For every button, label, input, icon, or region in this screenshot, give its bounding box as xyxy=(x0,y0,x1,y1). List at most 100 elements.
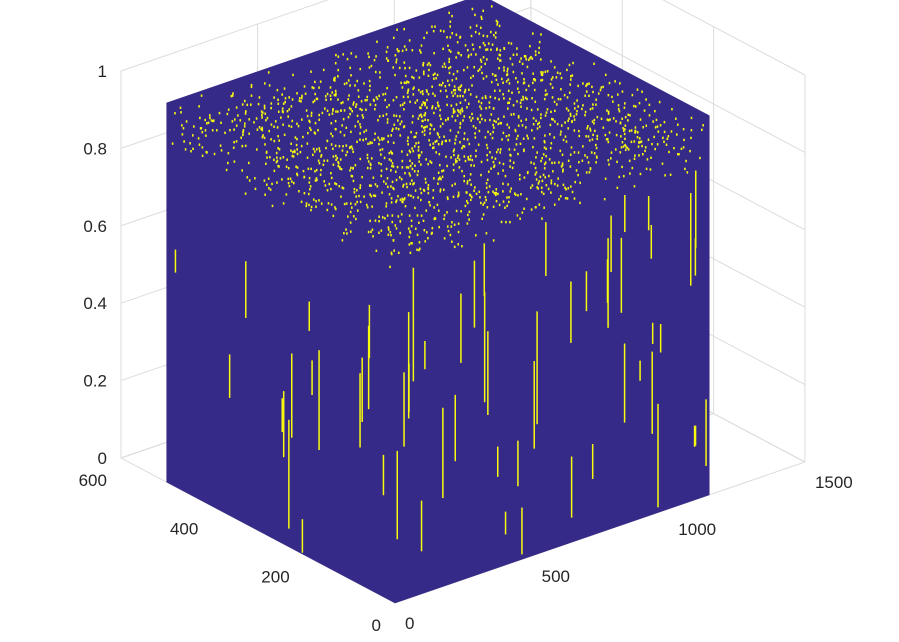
surface-peak xyxy=(273,96,275,99)
surface-peak xyxy=(382,114,385,118)
surface-peak xyxy=(261,116,263,119)
surface-peak xyxy=(408,214,411,217)
surface-peak xyxy=(447,117,449,120)
surface-peak xyxy=(633,185,636,188)
x-tick-label: 1000 xyxy=(678,520,716,539)
surface-peak xyxy=(532,123,535,126)
surface-peak xyxy=(278,148,281,151)
surface-peak xyxy=(407,193,410,197)
surface-peak xyxy=(412,196,415,199)
surface-peak xyxy=(294,136,297,139)
surface-peak xyxy=(237,114,239,117)
surface-peak xyxy=(428,61,430,65)
surface-peak xyxy=(386,46,389,49)
surface-peak xyxy=(626,146,629,150)
surface-peak xyxy=(550,60,552,63)
surface-peak xyxy=(291,119,294,123)
surface-peak xyxy=(390,134,392,137)
surface-peak xyxy=(593,62,595,66)
surface-peak xyxy=(622,126,624,130)
surface-peak xyxy=(364,99,367,102)
surface-peak xyxy=(439,89,442,93)
surface-peak xyxy=(437,178,440,181)
surface-peak xyxy=(608,131,611,134)
surface-peak xyxy=(394,73,396,77)
surface-peak xyxy=(263,104,266,108)
surface-peak xyxy=(261,113,263,117)
surface-peak xyxy=(245,110,247,113)
surface-peak xyxy=(373,107,376,111)
surface-peak xyxy=(395,114,398,118)
surface-peak xyxy=(285,165,288,168)
surface-peak xyxy=(427,187,430,191)
surface-peak xyxy=(448,57,451,61)
surface-peak xyxy=(463,145,466,148)
surface-peak xyxy=(493,192,496,195)
surface-peak xyxy=(474,13,476,17)
surface-peak xyxy=(436,139,438,143)
surface-peak xyxy=(421,90,424,93)
surface-peak xyxy=(513,192,516,195)
surface-peak xyxy=(407,227,410,230)
surface-peak xyxy=(411,179,413,182)
surface-peak xyxy=(511,166,514,170)
surface-peak xyxy=(358,194,360,198)
surface-peak xyxy=(331,112,334,115)
surface-peak xyxy=(292,73,294,77)
surface-peak xyxy=(518,60,521,63)
surface-peak xyxy=(604,133,607,137)
surface-peak xyxy=(341,149,344,152)
y-tick-label: 400 xyxy=(170,519,198,538)
surface-peak xyxy=(494,36,497,39)
surface-peak xyxy=(295,143,298,147)
surface-peak xyxy=(333,93,336,97)
surface-peak xyxy=(357,89,360,92)
surface-peak xyxy=(432,142,435,145)
surface-peak xyxy=(654,147,656,151)
surface-peak xyxy=(296,172,298,175)
surface-peak xyxy=(384,98,386,102)
surface-peak xyxy=(413,135,416,139)
surface-peak xyxy=(368,66,371,69)
surface-peak xyxy=(495,19,498,23)
surface-peak xyxy=(611,95,613,99)
surface-peak xyxy=(552,118,554,121)
surface-peak xyxy=(607,140,610,144)
surface-peak xyxy=(310,128,312,132)
surface-peak xyxy=(529,56,531,60)
surface-peak xyxy=(403,108,405,111)
surface-peak xyxy=(585,84,587,88)
surface-peak xyxy=(434,107,437,110)
surface-peak xyxy=(586,156,589,159)
surface-peak xyxy=(381,138,384,141)
surface-peak xyxy=(357,120,359,123)
surface-peak xyxy=(418,76,421,79)
surface-peak xyxy=(452,163,455,166)
surface-peak xyxy=(429,132,431,135)
surface-peak xyxy=(644,146,647,149)
surface-peak xyxy=(600,86,603,89)
surface-peak xyxy=(567,119,569,123)
surface-peak xyxy=(486,146,489,150)
surface-peak xyxy=(403,27,405,31)
surface-peak xyxy=(540,113,542,116)
surface-peak xyxy=(542,192,545,196)
surface-peak xyxy=(430,124,433,127)
surface-peak xyxy=(268,187,270,190)
surface-peak xyxy=(604,177,607,180)
surface-peak xyxy=(569,114,572,117)
surface-peak xyxy=(492,160,495,164)
surface-peak xyxy=(475,95,478,99)
surface-peak xyxy=(372,235,374,238)
surface-peak xyxy=(184,148,187,151)
surface-peak xyxy=(451,221,453,224)
surface-peak xyxy=(464,44,467,47)
surface-peak xyxy=(404,67,406,70)
surface-peak xyxy=(448,67,450,70)
surface-peak xyxy=(402,185,404,188)
surface-peak xyxy=(677,123,679,126)
surface-peak xyxy=(436,203,439,207)
surface-peak xyxy=(483,201,486,204)
surface-peak xyxy=(404,204,407,208)
surface-peak xyxy=(475,192,478,196)
